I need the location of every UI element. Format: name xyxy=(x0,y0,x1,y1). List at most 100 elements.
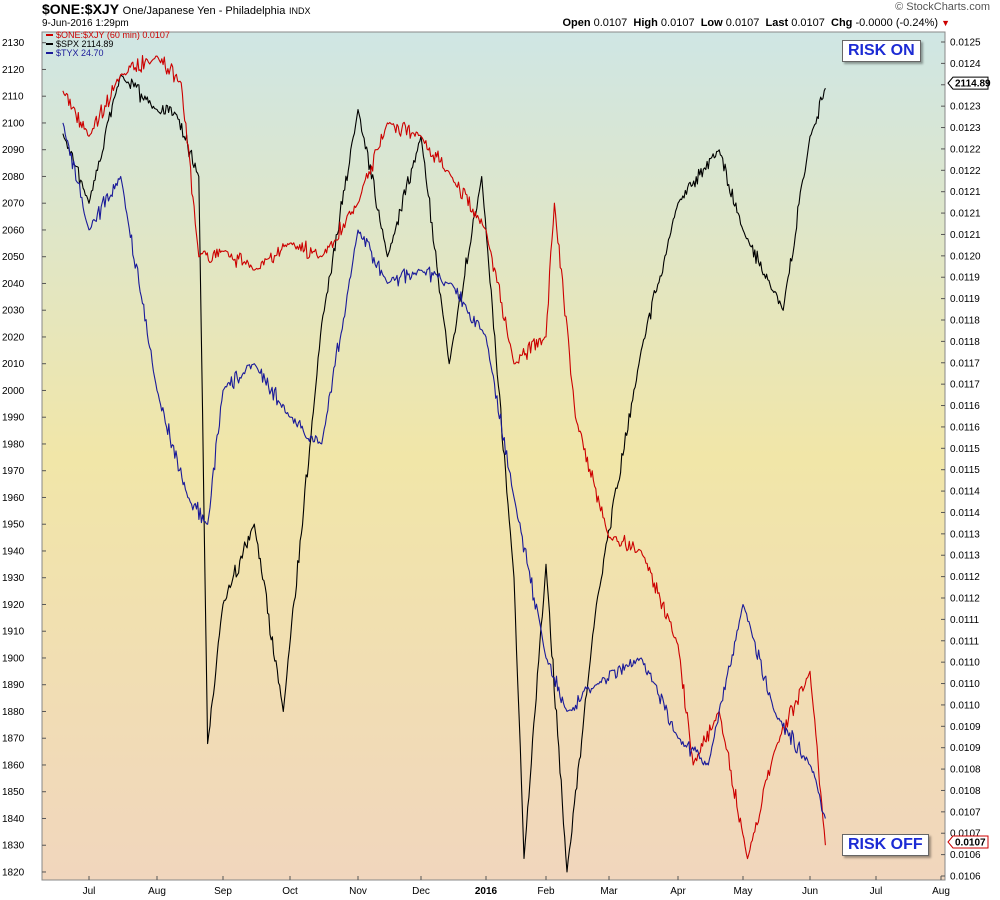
last-label: Last xyxy=(765,17,789,29)
y-right-tick-label: 0.0121 xyxy=(950,230,981,241)
y-left-tick-label: 1910 xyxy=(2,627,25,638)
chg-label: Chg xyxy=(831,17,853,29)
y-right-tick-label: 0.0112 xyxy=(950,572,980,583)
y-left-tick-label: 1880 xyxy=(2,707,25,718)
x-tick-label: Dec xyxy=(412,886,430,897)
x-axis-labels: Jul Aug Sep Oct Nov Dec 2016 Feb Mar Apr May Jun Jul… xyxy=(83,886,950,897)
xjy-last-marker-label: 0.0107 xyxy=(955,838,986,849)
risk-on-annotation: RISK ON xyxy=(842,40,921,62)
logo-text: © StockCharts.com xyxy=(895,1,990,13)
y-left-tick-label: 1850 xyxy=(2,787,25,798)
y-right-tick-label: 0.0118 xyxy=(950,316,980,327)
y-right-axis: 0.0106 0.0106 0.0107 0.0107 0.0108 0.0108 0.01… xyxy=(941,38,981,883)
x-tick-label: Sep xyxy=(214,886,232,897)
y-right-tick-label: 0.0119 xyxy=(950,273,980,284)
y-left-tick-label: 2020 xyxy=(2,332,25,343)
y-left-tick-label: 2060 xyxy=(2,225,25,236)
y-left-tick-label: 2000 xyxy=(2,386,25,397)
x-tick-label: Jun xyxy=(802,886,818,897)
chart-title: $ONE:$XJY One/Japanese Yen - Philadelphi… xyxy=(42,1,311,17)
y-left-tick-label: 1970 xyxy=(2,466,25,477)
chart-header: $ONE:$XJY One/Japanese Yen - Philadelphi… xyxy=(0,0,1000,34)
y-right-tick-label: 0.0109 xyxy=(950,743,981,754)
risk-off-label: RISK OFF xyxy=(848,836,923,853)
y-right-tick-label: 0.0110 xyxy=(950,679,980,690)
x-tick-label: Jul xyxy=(870,886,883,897)
y-left-tick-label: 1920 xyxy=(2,600,25,611)
y-right-tick-label: 0.0115 xyxy=(950,444,980,455)
y-right-tick-label: 0.0123 xyxy=(950,102,981,113)
y-right-tick-label: 0.0111 xyxy=(950,636,980,647)
chg-value: -0.0000 (-0.24%) xyxy=(855,17,939,29)
x-tick-label: Apr xyxy=(670,886,686,897)
y-right-tick-label: 0.0122 xyxy=(950,166,981,177)
y-left-tick-label: 2030 xyxy=(2,306,25,317)
y-left-tick-label: 2050 xyxy=(2,252,25,263)
y-left-tick-label: 1830 xyxy=(2,841,25,852)
y-right-tick-label: 0.0110 xyxy=(950,700,980,711)
risk-off-annotation: RISK OFF xyxy=(842,834,929,856)
x-tick-label: Aug xyxy=(932,886,950,897)
x-tick-label: Jul xyxy=(83,886,96,897)
x-tick-layer xyxy=(88,876,942,880)
symbol: $ONE:$XJY xyxy=(42,1,120,17)
y-left-tick-label: 2010 xyxy=(2,359,25,370)
y-left-tick-label: 1870 xyxy=(2,734,25,745)
xjy-last-marker-box xyxy=(947,835,989,849)
last-value-markers: 2114.89 0.0107 xyxy=(947,76,991,849)
y-right-tick-label: 0.0118 xyxy=(950,337,980,348)
high-value: 0.0107 xyxy=(660,17,695,29)
y-right-tick-label: 0.0113 xyxy=(950,529,980,540)
y-left-tick-label: 1860 xyxy=(2,760,25,771)
open-label: Open xyxy=(562,17,591,29)
legend: $ONE:$XJY (60 min) 0.0107$SPX 2114.89$TY… xyxy=(46,30,170,58)
y-left-tick-label: 1900 xyxy=(2,653,25,664)
y-right-tick-label: 0.0117 xyxy=(950,380,980,391)
y-left-tick-label: 1990 xyxy=(2,413,25,424)
y-right-tick-label: 0.0122 xyxy=(950,144,981,155)
x-tick-label: Mar xyxy=(600,886,618,897)
y-right-tick-label: 0.0109 xyxy=(950,722,981,733)
y-right-tick-label: 0.0110 xyxy=(950,658,980,669)
y-left-tick-label: 1960 xyxy=(2,493,25,504)
x-tick-label: Aug xyxy=(148,886,166,897)
y-right-tick-label: 0.0116 xyxy=(950,401,980,412)
y-right-tick-label: 0.0108 xyxy=(950,765,981,776)
y-right-tick-label: 0.0120 xyxy=(950,251,981,262)
y-right-tick-label: 0.0115 xyxy=(950,465,980,476)
y-right-tick-label: 0.0117 xyxy=(950,358,980,369)
last-value: 0.0107 xyxy=(791,17,825,29)
legend-entry: $SPX 2114.89 xyxy=(56,39,113,49)
y-left-tick-label: 2120 xyxy=(2,65,25,76)
y-left-tick-label: 2110 xyxy=(2,92,24,103)
risk-on-label: RISK ON xyxy=(848,42,915,59)
down-arrow-icon: ▼ xyxy=(941,18,950,28)
y-right-tick-label: 0.0116 xyxy=(950,422,980,433)
y-right-tick-label: 0.0111 xyxy=(950,615,980,626)
y-right-tick-label: 0.0107 xyxy=(950,807,981,818)
y-left-tick-label: 2040 xyxy=(2,279,25,290)
y-right-tick-label: 0.0121 xyxy=(950,187,981,198)
y-left-tick-label: 1890 xyxy=(2,680,25,691)
y-left-axis: 1820 1830 1840 1850 1860 1870 1880 1890 1900 1910… xyxy=(2,38,46,878)
y-left-tick-label: 2090 xyxy=(2,145,25,156)
stockcharts-logo: © StockCharts.com xyxy=(895,1,990,13)
high-label: High xyxy=(633,17,658,29)
exchange: INDX xyxy=(288,6,311,16)
y-right-tick-label: 0.0112 xyxy=(950,594,980,605)
y-left-tick-label: 1840 xyxy=(2,814,25,825)
spx-last-marker-box xyxy=(947,76,989,90)
x-tick-label: Feb xyxy=(537,886,555,897)
y-left-tick-label: 1820 xyxy=(2,867,25,878)
symbol-name: One/Japanese Yen - Philadelphia xyxy=(122,5,286,17)
y-right-tick-label: 0.0107 xyxy=(950,829,981,840)
y-right-tick-label: 0.0123 xyxy=(950,123,981,134)
series-layer xyxy=(62,55,826,873)
legend-entry: $TYX 24.70 xyxy=(56,48,104,58)
y-left-tick-label: 2100 xyxy=(2,118,25,129)
x-tick-label: Nov xyxy=(349,886,367,897)
y-left-tick-label: 1930 xyxy=(2,573,25,584)
low-value: 0.0107 xyxy=(725,17,760,29)
spx-last-marker-label: 2114.89 xyxy=(955,79,991,90)
